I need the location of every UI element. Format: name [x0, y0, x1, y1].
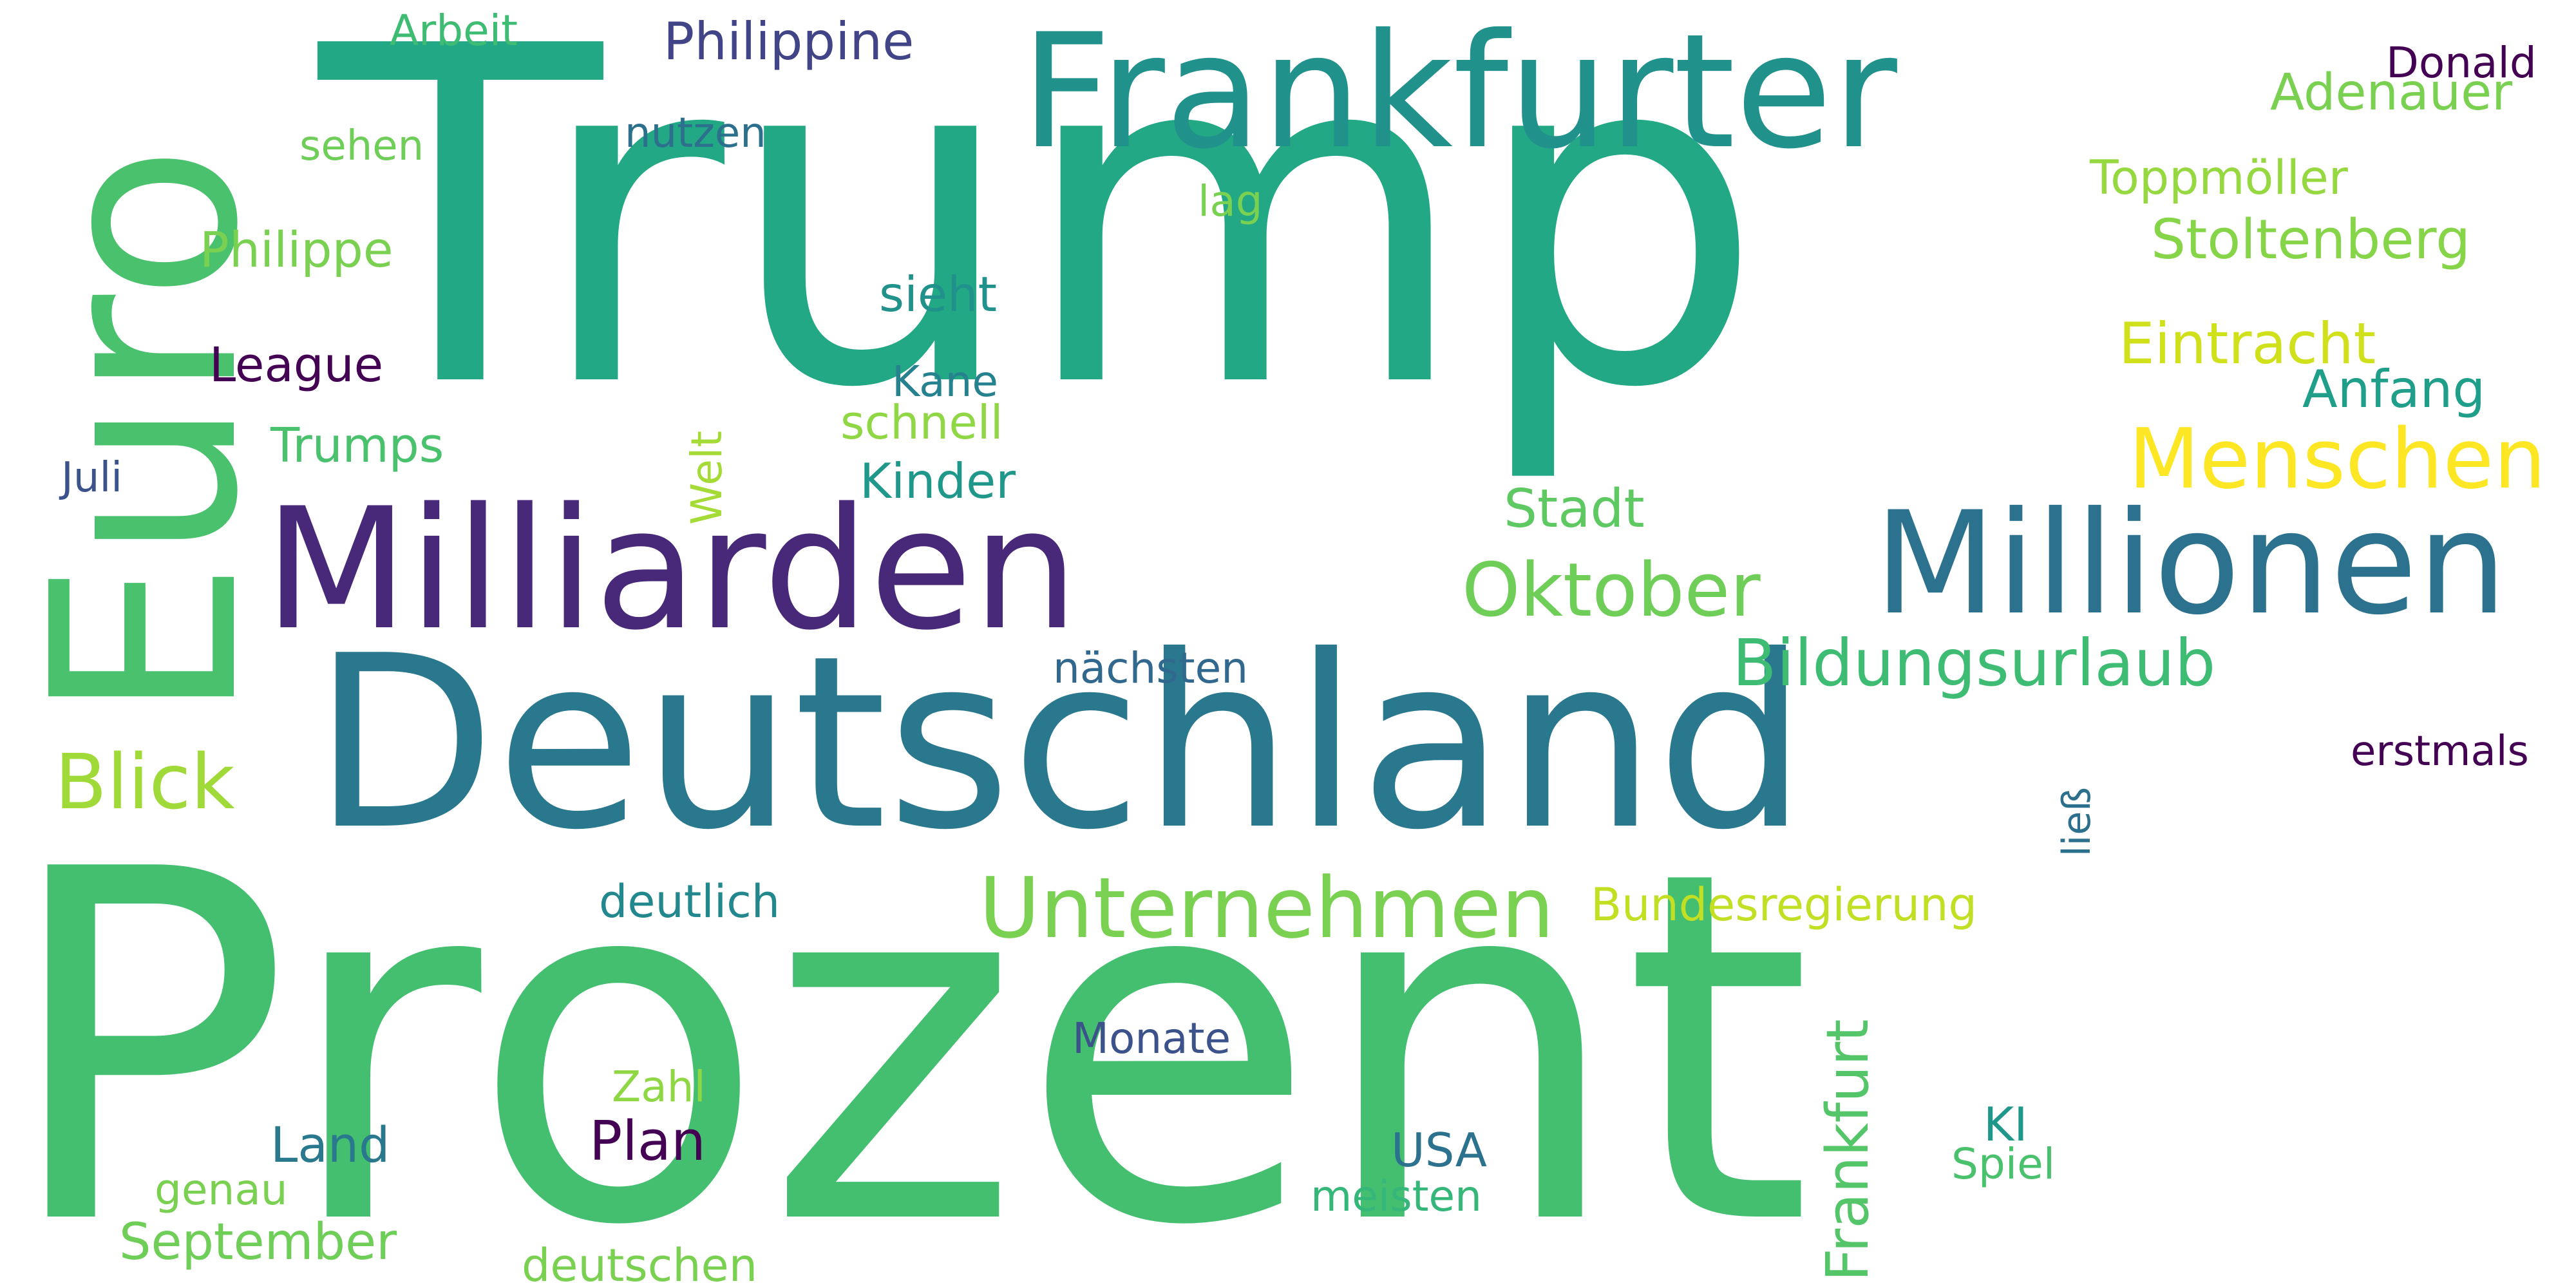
word-toppmoller: Toppmöller	[2090, 151, 2348, 205]
word-frankfurt: Frankfurt	[1814, 1019, 1882, 1282]
word-ki: KI	[1984, 1097, 2028, 1151]
word-kinder: Kinder	[860, 453, 1016, 509]
word-deutschen: deutschen	[522, 1239, 758, 1288]
word-spiel: Spiel	[1951, 1139, 2056, 1189]
word-philippine: Philippine	[663, 12, 914, 71]
word-unternehmen: Unternehmen	[979, 859, 1555, 957]
word-blick: Blick	[55, 737, 235, 826]
word-frankfurter: Frankfurter	[1021, 0, 1897, 184]
word-menschen: Menschen	[2128, 412, 2546, 507]
word-lag: lag	[1198, 176, 1263, 226]
word-september: September	[119, 1213, 397, 1271]
word-genau: genau	[155, 1165, 288, 1215]
word-arbeit: Arbeit	[390, 6, 518, 55]
word-trumps: Trumps	[270, 418, 444, 473]
word-meisten: meisten	[1311, 1171, 1482, 1221]
word-eintracht: Eintracht	[2119, 310, 2376, 377]
word-oktober: Oktober	[1462, 547, 1761, 634]
word-bundesregierung: Bundesregierung	[1591, 878, 1977, 931]
word-adenauer: Adenauer	[2270, 64, 2513, 122]
word-anfang: Anfang	[2302, 359, 2486, 419]
word-league: League	[209, 337, 384, 393]
word-trump: Trump	[319, 0, 1765, 489]
word-juli: Juli	[61, 454, 122, 502]
word-bildungsurlaub: Bildungsurlaub	[1732, 625, 2216, 701]
word-deutschland: Deutschland	[312, 605, 1808, 882]
word-nachsten: nächsten	[1053, 643, 1249, 693]
word-millionen: Millionen	[1874, 481, 2508, 646]
word-nutzen: nutzen	[625, 109, 766, 157]
word-usa: USA	[1391, 1123, 1487, 1177]
word-stadt: Stadt	[1504, 478, 1645, 540]
word-schnell: schnell	[840, 395, 1003, 450]
word-milliarden: Milliarden	[264, 473, 1079, 667]
word-erstmals: erstmals	[2351, 728, 2529, 775]
word-sieht: sieht	[879, 266, 997, 323]
word-zahl: Zahl	[612, 1062, 706, 1112]
word-philippe: Philippe	[200, 221, 393, 278]
word-sehen: sehen	[299, 122, 424, 170]
word-deutlich: deutlich	[599, 875, 781, 928]
word-welt: Welt	[682, 430, 732, 525]
word-donald: Donald	[2386, 38, 2537, 88]
word-prozent: Prozent	[0, 768, 1813, 1288]
word-plan: Plan	[589, 1110, 706, 1173]
word-land: Land	[270, 1116, 390, 1173]
word-liess: ließ	[2054, 786, 2099, 857]
word-monate: Monate	[1072, 1014, 1231, 1063]
word-stoltenberg: Stoltenberg	[2151, 208, 2471, 272]
word-kane: Kane	[892, 357, 998, 406]
